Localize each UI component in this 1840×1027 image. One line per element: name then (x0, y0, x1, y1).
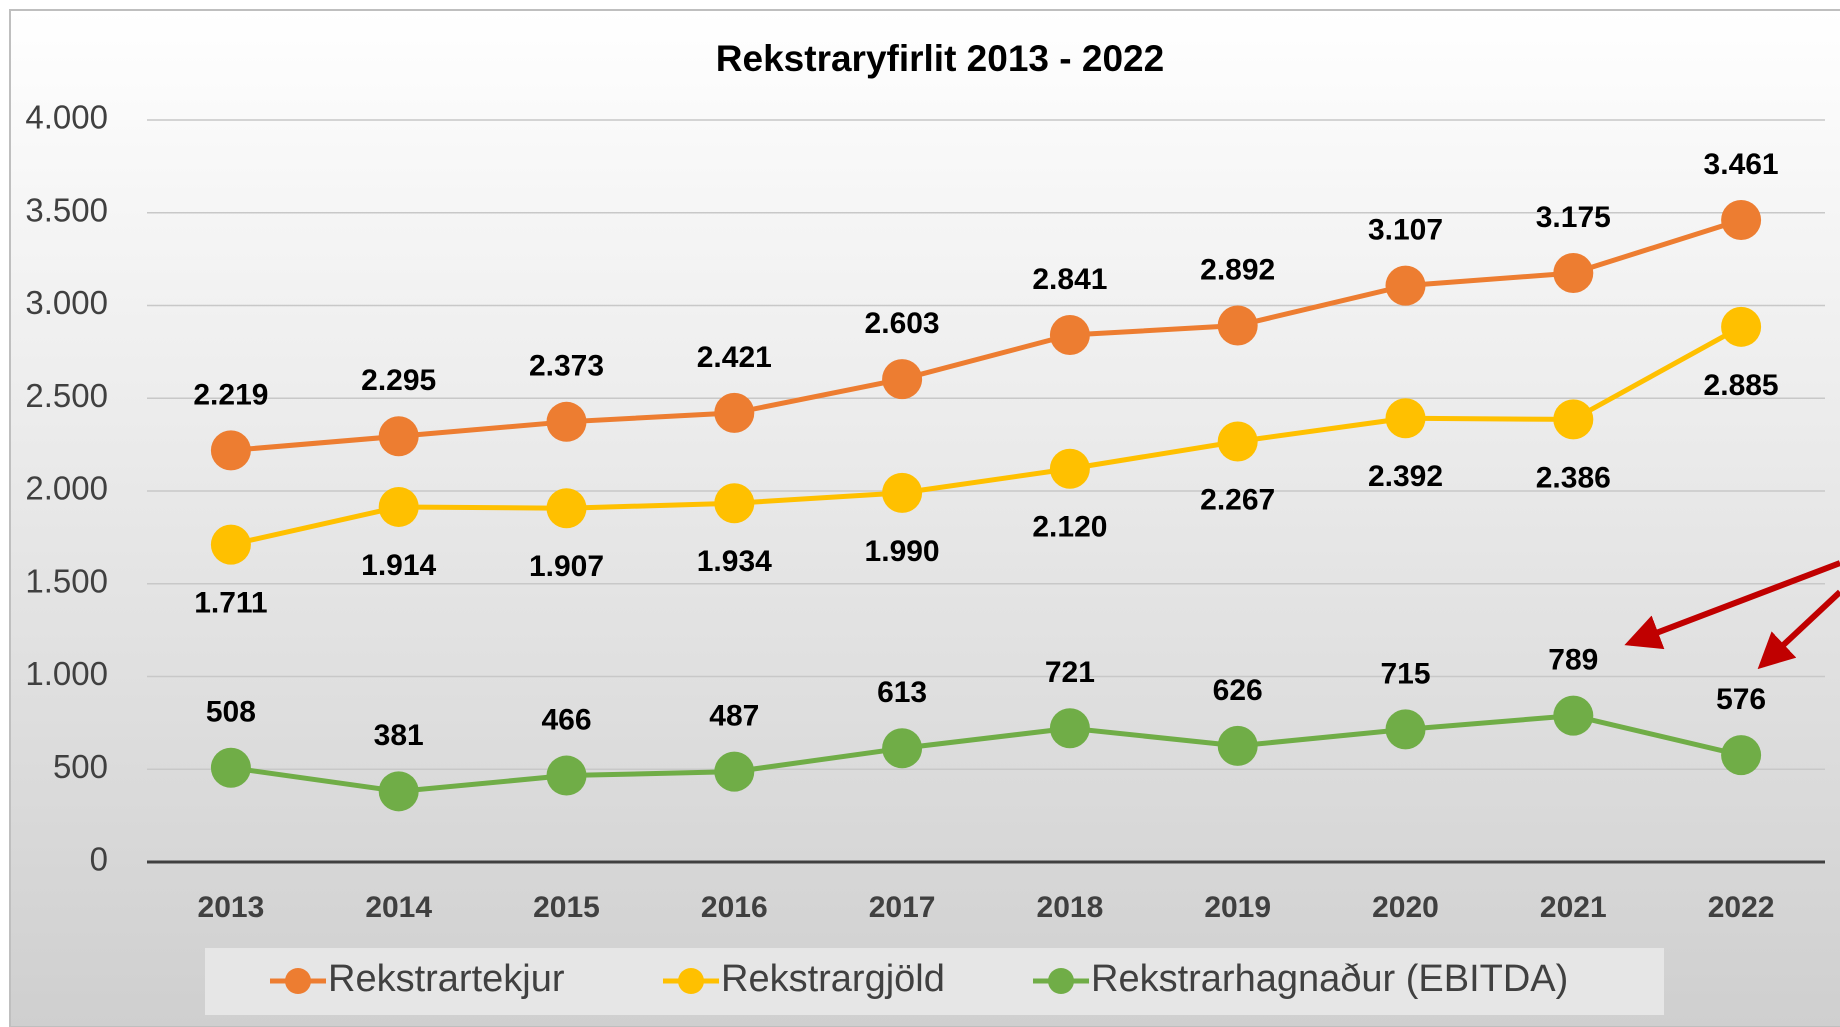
y-tick-label: 3.000 (25, 284, 108, 321)
x-tick-label: 2018 (1037, 891, 1104, 924)
data-label: 2.885 (1704, 369, 1779, 402)
data-point (378, 486, 419, 527)
data-point (1217, 725, 1258, 766)
data-point (1217, 421, 1258, 462)
y-tick-label: 2.500 (25, 377, 108, 414)
data-point (210, 524, 251, 565)
data-point (1553, 253, 1594, 294)
data-label: 1.711 (194, 587, 267, 620)
data-label: 1.990 (865, 535, 940, 568)
data-point (1721, 735, 1762, 776)
series-line (230, 217, 1742, 453)
data-point (378, 416, 419, 457)
data-point (1553, 695, 1594, 736)
x-tick-label: 2014 (365, 891, 432, 924)
x-tick-label: 2015 (533, 891, 600, 924)
data-point (210, 747, 251, 788)
data-label: 789 (1548, 644, 1598, 677)
data-label: 2.841 (1032, 263, 1107, 296)
data-label: 3.107 (1368, 214, 1443, 247)
data-point (546, 755, 587, 796)
data-label: 381 (374, 719, 424, 752)
annotation-arrows (1624, 560, 1840, 670)
series-line (230, 713, 1742, 794)
data-point (882, 359, 923, 400)
data-label: 1.907 (529, 550, 604, 583)
data-label: 3.175 (1536, 201, 1611, 234)
y-tick-label: 500 (53, 748, 108, 785)
data-label: 508 (206, 696, 256, 729)
arrow (1624, 560, 1840, 650)
data-label: 3.461 (1704, 148, 1779, 181)
data-point (1049, 314, 1090, 355)
data-label: 1.914 (361, 549, 436, 582)
y-tick-label: 1.000 (25, 655, 108, 692)
y-tick-label: 1.500 (25, 562, 108, 599)
x-tick-label: 2022 (1708, 891, 1775, 924)
data-point (546, 401, 587, 442)
chart-title: Rekstraryfirlit 2013 - 2022 (716, 38, 1164, 79)
data-label: 487 (709, 700, 759, 733)
data-label: 2.373 (529, 350, 604, 383)
chart-background (9, 9, 1840, 1027)
data-point (1385, 265, 1426, 306)
data-label: 2.295 (361, 364, 436, 397)
data-label: 466 (541, 703, 591, 736)
y-tick-label: 4.000 (25, 99, 108, 136)
data-point (1553, 399, 1594, 440)
arrow (1757, 589, 1840, 670)
data-label: 2.421 (697, 341, 772, 374)
data-point (1049, 708, 1090, 749)
x-tick-label: 2017 (869, 891, 936, 924)
data-point (1385, 398, 1426, 439)
data-point (714, 483, 755, 524)
data-label: 2.267 (1200, 483, 1275, 516)
legend-label: Rekstrarhagnaður (EBITDA) (1091, 958, 1568, 1000)
data-label: 1.934 (697, 545, 772, 578)
x-tick-label: 2019 (1204, 891, 1271, 924)
data-point (378, 771, 419, 812)
data-point (882, 728, 923, 769)
data-label: 2.219 (193, 378, 268, 411)
x-tick-label: 2020 (1372, 891, 1439, 924)
data-label: 721 (1045, 656, 1095, 689)
data-point (882, 472, 923, 513)
y-tick-label: 0 (90, 841, 108, 878)
data-label: 576 (1716, 683, 1766, 716)
data-label: 2.386 (1536, 461, 1611, 494)
data-point (1721, 199, 1762, 240)
data-label: 2.892 (1200, 253, 1275, 286)
data-label: 2.603 (865, 307, 940, 340)
data-label: 715 (1380, 657, 1430, 690)
legend-marker (1048, 968, 1074, 994)
y-tick-label: 3.500 (25, 191, 108, 228)
data-point (1049, 448, 1090, 489)
x-tick-label: 2021 (1540, 891, 1607, 924)
data-point (1217, 305, 1258, 346)
x-tick-label: 2013 (198, 891, 265, 924)
data-point (1721, 306, 1762, 347)
legend-label: Rekstrartekjur (328, 958, 565, 1000)
data-point (714, 392, 755, 433)
x-tick-label: 2016 (701, 891, 768, 924)
data-point (546, 488, 587, 529)
y-tick-label: 2.000 (25, 470, 108, 507)
data-point (210, 430, 251, 471)
data-label: 613 (877, 676, 927, 709)
data-label: 626 (1213, 674, 1263, 707)
data-label: 2.120 (1032, 511, 1107, 544)
legend-marker (678, 968, 704, 994)
data-label: 2.392 (1368, 460, 1443, 493)
series-line (230, 324, 1743, 548)
legend-marker (285, 968, 311, 994)
legend-label: Rekstrargjöld (721, 958, 945, 1000)
data-point (714, 751, 755, 792)
data-point (1385, 709, 1426, 750)
legend-box (205, 948, 1664, 1015)
